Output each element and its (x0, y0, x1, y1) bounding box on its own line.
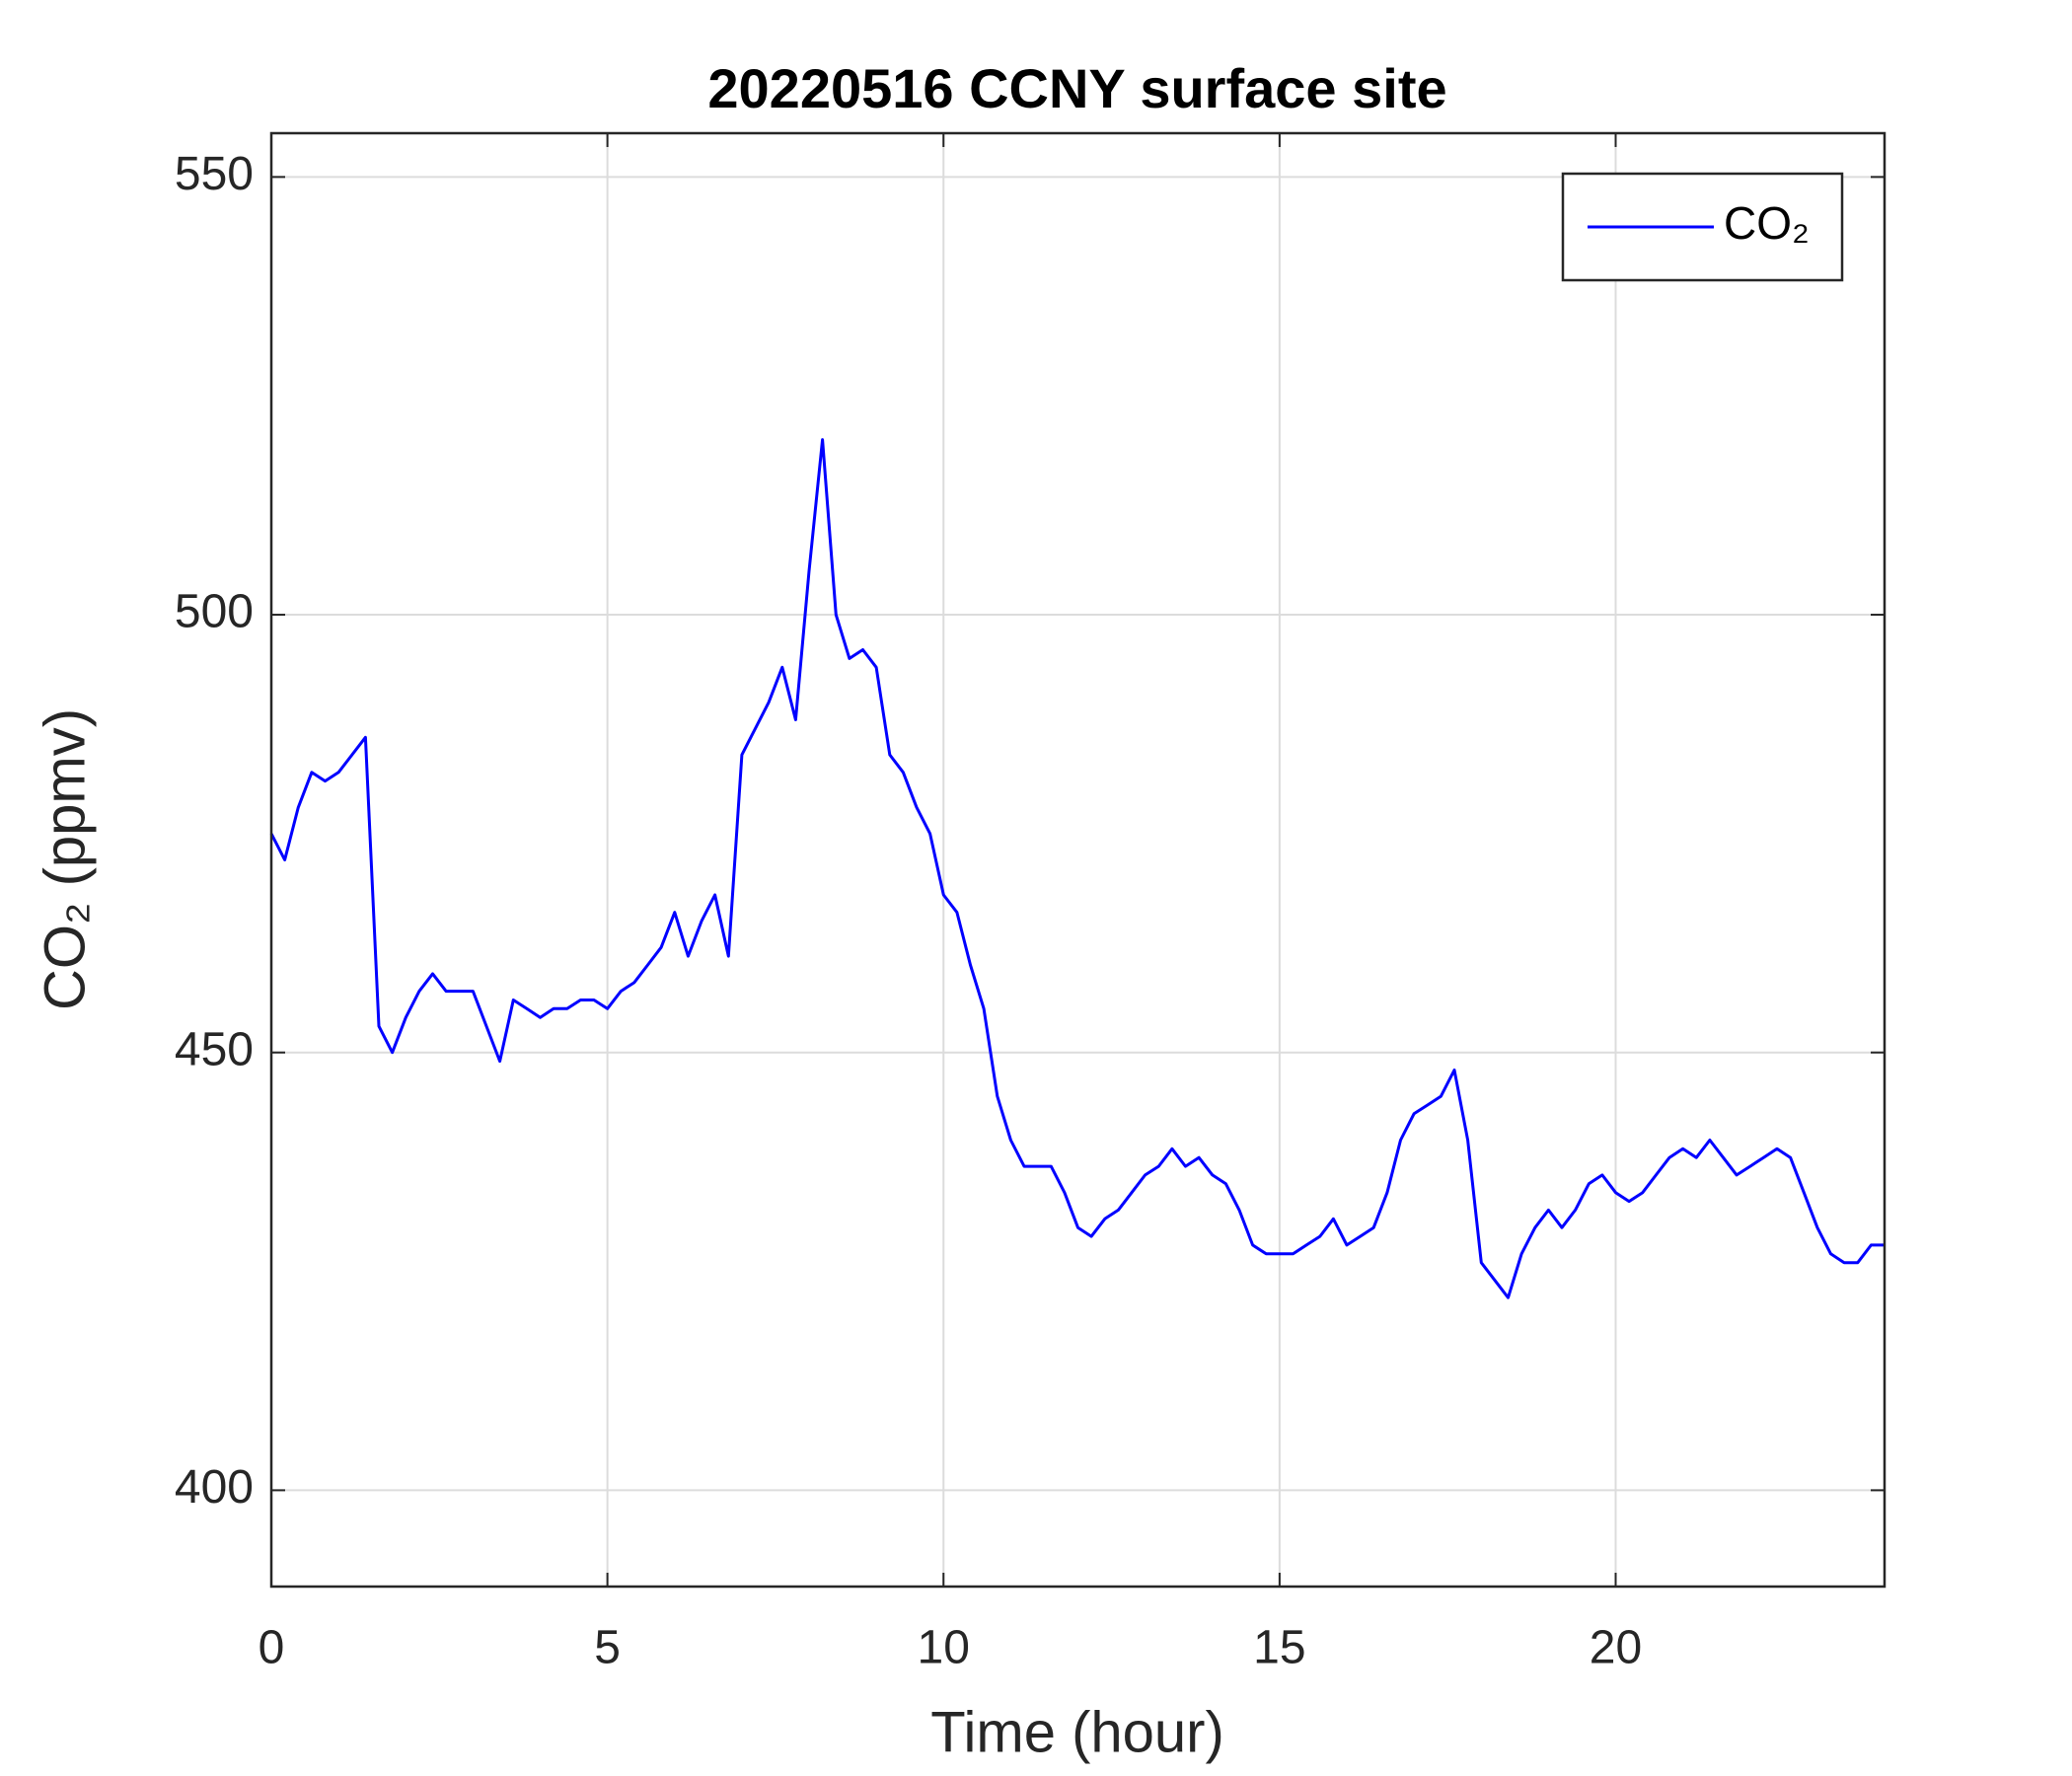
x-tick-label: 5 (594, 1622, 621, 1674)
legend-label: CO₂ (1724, 197, 1810, 249)
data-line (269, 438, 1885, 1299)
x-tick-label: 15 (1253, 1622, 1305, 1674)
y-tick-label: 400 (175, 1461, 254, 1514)
y-tick-label: 450 (175, 1023, 254, 1075)
y-tick-label: 550 (175, 148, 254, 200)
y-axis-label: CO₂ (ppmv) (33, 708, 97, 1010)
y-tick-label: 500 (175, 586, 254, 638)
plot-frame (269, 131, 1887, 1589)
x-tick-label: 0 (259, 1622, 285, 1674)
x-tick-label: 10 (918, 1622, 970, 1674)
x-axis-label: Time (hour) (930, 1700, 1224, 1764)
x-tick-label: 20 (1590, 1622, 1642, 1674)
chart-title: 20220516 CCNY surface site (707, 57, 1446, 119)
